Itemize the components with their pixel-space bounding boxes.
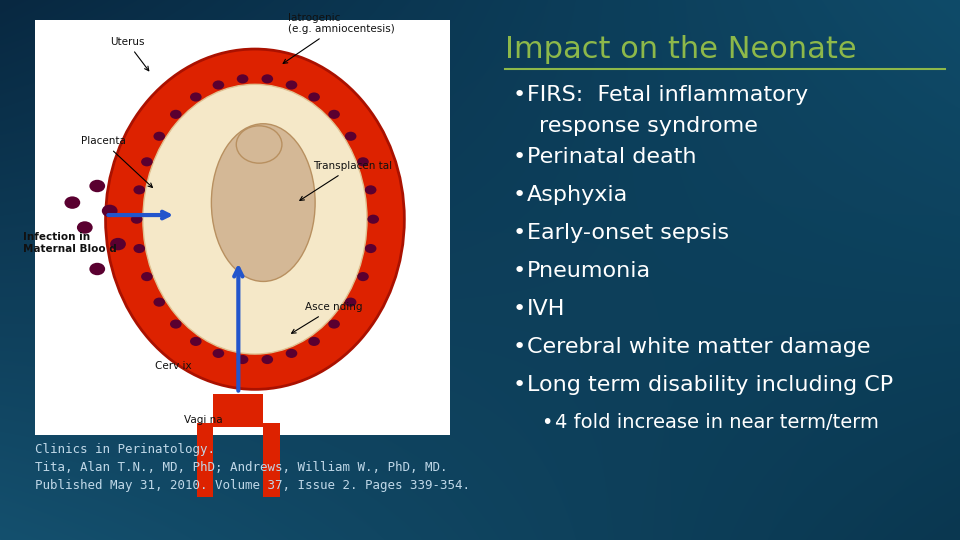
Ellipse shape — [261, 355, 274, 364]
Text: Early-onset sepsis: Early-onset sepsis — [527, 224, 730, 244]
Ellipse shape — [133, 185, 145, 194]
Ellipse shape — [261, 75, 274, 84]
Text: •: • — [513, 85, 526, 105]
Text: IVH: IVH — [527, 299, 565, 319]
Ellipse shape — [236, 126, 282, 163]
Ellipse shape — [211, 124, 315, 281]
Ellipse shape — [141, 157, 153, 166]
Ellipse shape — [286, 349, 298, 358]
Ellipse shape — [365, 185, 376, 194]
Ellipse shape — [170, 320, 181, 329]
Ellipse shape — [308, 92, 320, 102]
Ellipse shape — [357, 272, 369, 281]
Text: Transplacen tal: Transplacen tal — [300, 161, 393, 200]
Ellipse shape — [212, 80, 225, 90]
Text: •: • — [513, 338, 526, 357]
Text: •: • — [513, 261, 526, 281]
Text: Asce nding: Asce nding — [292, 302, 362, 333]
Text: Clinics in Perinatology.
Tita, Alan T.N., MD, PhD; Andrews, William W., PhD, MD.: Clinics in Perinatology. Tita, Alan T.N.… — [35, 443, 470, 492]
Text: FIRS:  Fetal inflammatory: FIRS: Fetal inflammatory — [527, 85, 808, 105]
Ellipse shape — [328, 320, 340, 329]
Text: Pneumonia: Pneumonia — [527, 261, 651, 281]
Text: Long term disability including CP: Long term disability including CP — [527, 375, 893, 395]
Ellipse shape — [190, 92, 202, 102]
Ellipse shape — [102, 205, 117, 217]
Text: Cerv ix: Cerv ix — [156, 361, 192, 370]
Ellipse shape — [308, 337, 320, 346]
Ellipse shape — [154, 132, 165, 141]
Text: response syndrome: response syndrome — [539, 116, 757, 136]
Text: •: • — [513, 224, 526, 244]
Text: •: • — [541, 413, 552, 433]
Ellipse shape — [365, 244, 376, 253]
Text: Infection in
Maternal Bloo d: Infection in Maternal Bloo d — [22, 232, 116, 254]
Text: •: • — [513, 375, 526, 395]
Text: Iatrogenic
(e.g. amniocentesis): Iatrogenic (e.g. amniocentesis) — [283, 13, 395, 63]
Ellipse shape — [89, 180, 106, 192]
Ellipse shape — [110, 238, 126, 251]
Text: •: • — [513, 147, 526, 167]
Text: 4 fold increase in near term/term: 4 fold increase in near term/term — [555, 413, 878, 433]
Ellipse shape — [286, 80, 298, 90]
Ellipse shape — [345, 298, 356, 307]
Ellipse shape — [237, 75, 249, 84]
Ellipse shape — [368, 214, 379, 224]
Ellipse shape — [170, 110, 181, 119]
Text: Uterus: Uterus — [109, 37, 149, 71]
Text: Perinatal death: Perinatal death — [527, 147, 697, 167]
Ellipse shape — [212, 349, 225, 358]
Bar — [197, 422, 213, 497]
Bar — [35, 20, 450, 435]
Text: Asphyxia: Asphyxia — [527, 185, 628, 205]
Ellipse shape — [357, 157, 369, 166]
Text: •: • — [513, 185, 526, 205]
Ellipse shape — [237, 355, 249, 364]
Ellipse shape — [328, 110, 340, 119]
Ellipse shape — [141, 272, 153, 281]
Ellipse shape — [190, 337, 202, 346]
Ellipse shape — [345, 132, 356, 141]
Text: Cerebral white matter damage: Cerebral white matter damage — [527, 338, 871, 357]
Bar — [213, 394, 263, 427]
Text: Placenta: Placenta — [81, 137, 153, 187]
Ellipse shape — [133, 244, 145, 253]
Text: Vagi na: Vagi na — [184, 415, 223, 424]
Ellipse shape — [154, 298, 165, 307]
Ellipse shape — [64, 197, 81, 209]
Text: Impact on the Neonate: Impact on the Neonate — [505, 35, 856, 64]
Bar — [263, 422, 280, 497]
Ellipse shape — [77, 221, 93, 234]
Text: •: • — [513, 299, 526, 319]
Ellipse shape — [143, 84, 367, 354]
Ellipse shape — [106, 49, 404, 389]
Ellipse shape — [131, 214, 142, 224]
Ellipse shape — [89, 263, 106, 275]
